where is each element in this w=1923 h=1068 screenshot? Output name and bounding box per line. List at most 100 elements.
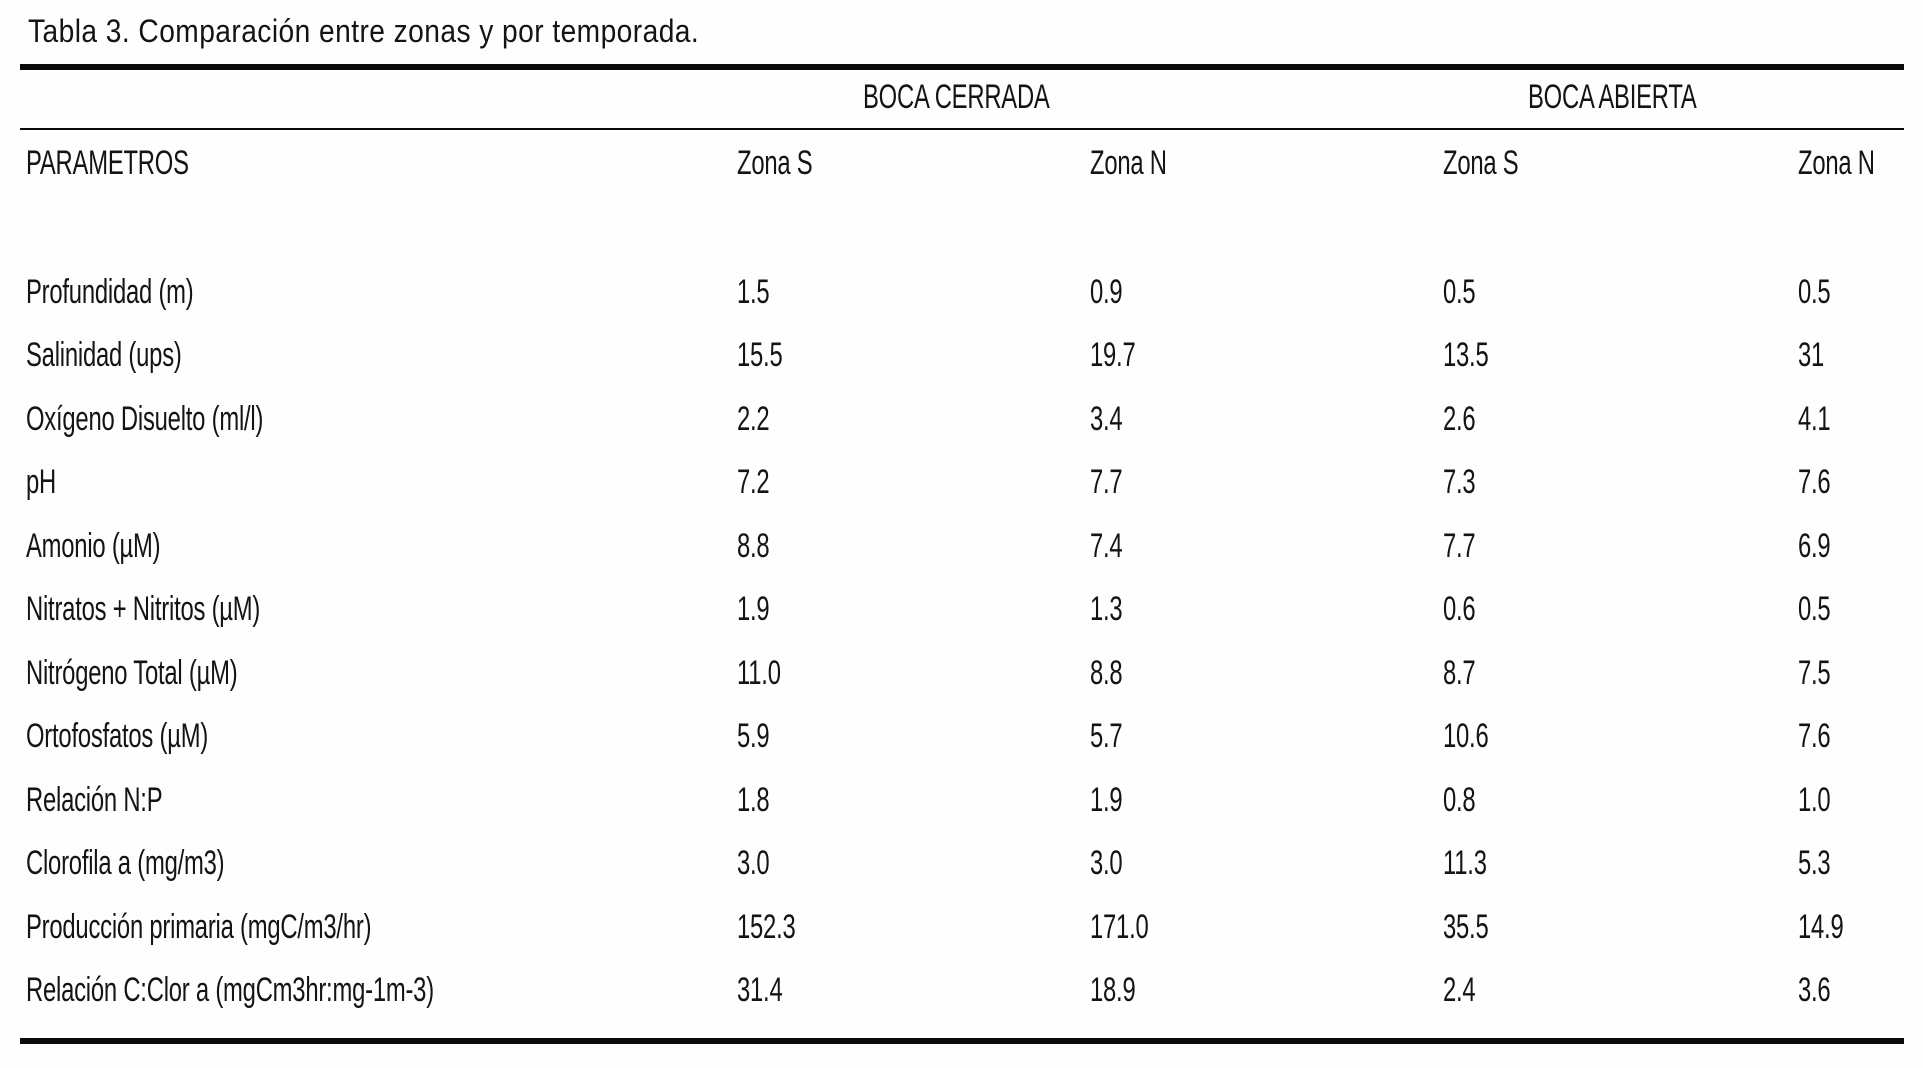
value-cell: 31 bbox=[1798, 334, 1835, 376]
param-label-text: Relación C:Clor a (mgCm3hr:mg-1m-3) bbox=[26, 971, 434, 1009]
group-header-boca-cerrada: BOCA CERRADA bbox=[863, 76, 1130, 118]
group-header-boca-abierta-text: BOCA ABIERTA bbox=[1528, 78, 1697, 116]
value-cell: 3.4 bbox=[1090, 398, 1136, 440]
param-label: Salinidad (ups) bbox=[26, 334, 248, 376]
value-cell: 5.9 bbox=[737, 715, 783, 757]
value-cell: 0.6 bbox=[1443, 588, 1489, 630]
param-label: Oxígeno Disuelto (ml/l) bbox=[26, 398, 365, 440]
value-cell: 171.0 bbox=[1090, 906, 1174, 948]
value-cell: 7.3 bbox=[1443, 461, 1489, 503]
value-cell-text: 7.4 bbox=[1090, 527, 1123, 565]
value-cell-text: 7.2 bbox=[737, 463, 770, 501]
value-cell: 7.6 bbox=[1798, 461, 1844, 503]
value-cell-text: 31.4 bbox=[737, 971, 783, 1009]
value-cell-text: 6.9 bbox=[1798, 527, 1831, 565]
value-cell: 0.9 bbox=[1090, 271, 1136, 313]
value-cell: 152.3 bbox=[737, 906, 821, 948]
value-cell-text: 0.9 bbox=[1090, 273, 1123, 311]
value-cell-text: 152.3 bbox=[737, 908, 796, 946]
value-cell: 5.3 bbox=[1798, 842, 1844, 884]
value-cell-text: 5.9 bbox=[737, 717, 770, 755]
column-header-cerrada-zona-n: Zona N bbox=[1090, 142, 1200, 184]
table-title-text: Tabla 3. Comparación entre zonas y por t… bbox=[28, 13, 700, 49]
value-cell-text: 2.6 bbox=[1443, 400, 1476, 438]
header-divider-rule bbox=[20, 128, 1904, 130]
value-cell-text: 1.9 bbox=[1090, 781, 1123, 819]
param-label: pH bbox=[26, 461, 69, 503]
param-label-text: Relación N:P bbox=[26, 781, 163, 819]
value-cell: 8.8 bbox=[737, 525, 783, 567]
value-cell: 7.5 bbox=[1798, 652, 1844, 694]
value-cell: 3.6 bbox=[1798, 969, 1844, 1011]
value-cell-text: 5.3 bbox=[1798, 844, 1831, 882]
group-header-boca-cerrada-text: BOCA CERRADA bbox=[863, 78, 1050, 116]
param-label-text: Ortofosfatos (µM) bbox=[26, 717, 209, 755]
column-header-abierta-zona-n: Zona N bbox=[1798, 142, 1908, 184]
value-cell: 14.9 bbox=[1798, 906, 1863, 948]
param-label: Relación C:Clor a (mgCm3hr:mg-1m-3) bbox=[26, 969, 609, 1011]
param-label-text: Oxígeno Disuelto (ml/l) bbox=[26, 400, 264, 438]
value-cell: 19.7 bbox=[1090, 334, 1155, 376]
value-cell: 13.5 bbox=[1443, 334, 1508, 376]
param-label-text: Salinidad (ups) bbox=[26, 336, 182, 374]
value-cell: 31.4 bbox=[737, 969, 802, 1011]
param-label-text: Producción primaria (mgC/m3/hr) bbox=[26, 908, 372, 946]
value-cell-text: 14.9 bbox=[1798, 908, 1844, 946]
value-cell: 1.3 bbox=[1090, 588, 1136, 630]
param-label: Amonio (µM) bbox=[26, 525, 218, 567]
value-cell: 4.1 bbox=[1798, 398, 1844, 440]
value-cell-text: 1.5 bbox=[737, 273, 770, 311]
value-cell-text: 18.9 bbox=[1090, 971, 1136, 1009]
value-cell: 6.9 bbox=[1798, 525, 1844, 567]
value-cell-text: 5.7 bbox=[1090, 717, 1123, 755]
value-cell-text: 8.7 bbox=[1443, 654, 1476, 692]
column-header-cerrada-zona-n-text: Zona N bbox=[1090, 144, 1167, 182]
param-label-text: pH bbox=[26, 463, 57, 501]
value-cell-text: 171.0 bbox=[1090, 908, 1149, 946]
column-header-abierta-zona-s-text: Zona S bbox=[1443, 144, 1519, 182]
value-cell: 7.7 bbox=[1090, 461, 1136, 503]
value-cell-text: 8.8 bbox=[1090, 654, 1123, 692]
value-cell-text: 15.5 bbox=[737, 336, 783, 374]
value-cell: 11.3 bbox=[1443, 842, 1505, 884]
value-cell: 0.5 bbox=[1443, 271, 1489, 313]
value-cell-text: 7.6 bbox=[1798, 463, 1831, 501]
value-cell: 0.5 bbox=[1798, 271, 1844, 313]
value-cell-text: 11.0 bbox=[737, 654, 781, 692]
value-cell-text: 7.5 bbox=[1798, 654, 1831, 692]
value-cell: 1.9 bbox=[737, 588, 783, 630]
value-cell: 11.0 bbox=[737, 652, 799, 694]
param-label-text: Nitrógeno Total (µM) bbox=[26, 654, 238, 692]
value-cell: 2.6 bbox=[1443, 398, 1489, 440]
value-cell-text: 3.0 bbox=[1090, 844, 1123, 882]
value-cell-text: 2.4 bbox=[1443, 971, 1476, 1009]
value-cell: 7.6 bbox=[1798, 715, 1844, 757]
value-cell-text: 11.3 bbox=[1443, 844, 1487, 882]
value-cell-text: 31 bbox=[1798, 336, 1825, 374]
param-label: Relación N:P bbox=[26, 779, 221, 821]
value-cell-text: 3.0 bbox=[737, 844, 770, 882]
param-label: Nitrógeno Total (µM) bbox=[26, 652, 328, 694]
value-cell-text: 0.8 bbox=[1443, 781, 1476, 819]
value-cell: 8.7 bbox=[1443, 652, 1489, 694]
param-label-text: Amonio (µM) bbox=[26, 527, 161, 565]
value-cell: 3.0 bbox=[1090, 842, 1136, 884]
table-title: Tabla 3. Comparación entre zonas y por t… bbox=[28, 10, 791, 52]
value-cell-text: 19.7 bbox=[1090, 336, 1136, 374]
bottom-rule bbox=[20, 1038, 1904, 1044]
value-cell-text: 4.1 bbox=[1798, 400, 1831, 438]
group-header-boca-abierta: BOCA ABIERTA bbox=[1528, 76, 1769, 118]
column-header-abierta-zona-n-text: Zona N bbox=[1798, 144, 1875, 182]
param-label: Profundidad (m) bbox=[26, 271, 265, 313]
value-cell-text: 13.5 bbox=[1443, 336, 1489, 374]
param-label: Clorofila a (mg/m3) bbox=[26, 842, 309, 884]
top-rule bbox=[20, 64, 1904, 70]
value-cell: 7.2 bbox=[737, 461, 783, 503]
value-cell: 5.7 bbox=[1090, 715, 1136, 757]
value-cell-text: 3.6 bbox=[1798, 971, 1831, 1009]
value-cell: 15.5 bbox=[737, 334, 802, 376]
value-cell: 7.4 bbox=[1090, 525, 1136, 567]
value-cell: 1.9 bbox=[1090, 779, 1136, 821]
column-header-cerrada-zona-s-text: Zona S bbox=[737, 144, 813, 182]
